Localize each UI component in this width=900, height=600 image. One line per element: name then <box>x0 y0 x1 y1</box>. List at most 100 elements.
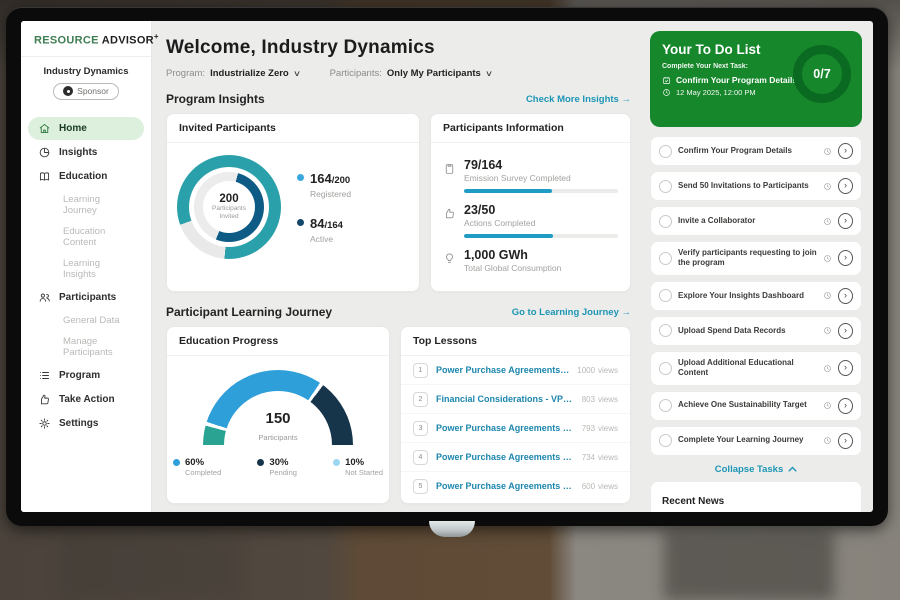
sidebar-item-manage-participants[interactable]: Manage Participants <box>63 335 113 358</box>
sidebar-item-settings[interactable]: Settings <box>28 412 144 435</box>
legend-not-started: 10% Not Started <box>333 457 383 477</box>
chevron-right-icon[interactable]: › <box>838 250 853 267</box>
logo-resource: RESOURCE <box>34 34 99 47</box>
sidebar-item-label: Participants <box>59 291 117 303</box>
lesson-link[interactable]: Power Purchase Agreements 101 <box>436 365 570 375</box>
donut-inner-ring <box>194 172 264 242</box>
task-checkbox[interactable] <box>659 144 672 158</box>
task-upload-spend-data[interactable]: Upload Spend Data Records › <box>650 315 862 346</box>
lesson-link[interactable]: Power Purchase Agreements 103 <box>436 481 574 491</box>
sidebar-item-learning-insights[interactable]: Learning Insights <box>63 257 100 280</box>
learning-journey-header: Participant Learning Journey Go to Learn… <box>166 305 631 319</box>
progress-bar <box>464 234 618 238</box>
clock-icon <box>824 437 831 444</box>
program-filter-label: Program: <box>166 68 206 79</box>
consumption-stat: 1,000 GWh Total Global Consumption <box>443 248 618 273</box>
lesson-link[interactable]: Power Purchase Agreements 101 <box>436 423 574 433</box>
task-invite-collaborator[interactable]: Invite a Collaborator › <box>650 206 862 236</box>
organization-name: Industry Dynamics <box>43 65 129 77</box>
clock-icon <box>663 89 670 96</box>
task-verify-participants[interactable]: Verify participants requesting to join t… <box>650 241 862 276</box>
task-checkbox[interactable] <box>659 179 672 193</box>
sidebar-item-label: Take Action <box>59 393 115 405</box>
chevron-right-icon[interactable]: › <box>838 397 853 414</box>
chevron-right-icon[interactable]: › <box>838 178 853 194</box>
lesson-link[interactable]: Power Purchase Agreements 102 <box>436 452 574 462</box>
sidebar-item-education-content[interactable]: Education Content <box>63 225 106 248</box>
sidebar-item-home[interactable]: Home <box>28 116 144 140</box>
task-checkbox[interactable] <box>659 289 672 303</box>
chevron-right-icon[interactable]: › <box>838 143 853 159</box>
sidebar-item-label: Settings <box>59 417 99 429</box>
clock-icon <box>824 147 831 155</box>
progress-bar-fill <box>464 189 552 193</box>
chevron-down-icon: ∨ <box>292 69 301 78</box>
legend-dot <box>333 459 341 466</box>
active-label: Active <box>310 234 334 244</box>
go-to-learning-journey-link[interactable]: Go to Learning Journey → <box>512 307 631 318</box>
participants-donut-chart: 200 Participants Invited <box>177 155 281 259</box>
sidebar-item-program[interactable]: Program <box>28 364 144 387</box>
task-checkbox[interactable] <box>659 324 672 338</box>
lesson-link[interactable]: Financial Considerations - VPPAs <box>436 394 574 404</box>
legend-dot <box>173 459 180 466</box>
logo-plus: + <box>153 32 159 41</box>
task-upload-educational-content[interactable]: Upload Additional Educational Content › <box>650 350 862 386</box>
gauge-legend: 60% Completed 30% Pending 10% Not Started <box>167 445 389 481</box>
chevron-right-icon[interactable]: › <box>838 360 853 377</box>
sidebar-item-general-data[interactable]: General Data <box>63 314 120 326</box>
chevron-up-icon <box>788 466 797 472</box>
views-suffix: views <box>597 482 618 491</box>
home-icon <box>39 123 50 133</box>
legend-label: Completed <box>185 468 222 477</box>
chevron-right-icon[interactable]: › <box>838 432 853 449</box>
users-icon <box>39 293 50 302</box>
chevron-right-icon[interactable]: › <box>838 322 853 339</box>
clock-icon <box>824 182 831 190</box>
task-confirm-program-details[interactable]: Confirm Your Program Details › <box>650 136 862 166</box>
card-title: Invited Participants <box>167 114 419 143</box>
task-send-invitations[interactable]: Send 50 Invitations to Participants › <box>650 171 862 201</box>
card-title: Participants Information <box>431 114 630 143</box>
background-blur-shape <box>664 530 834 600</box>
views-suffix: views <box>597 366 618 375</box>
sidebar-item-take-action[interactable]: Take Action <box>28 388 144 411</box>
arrow-right-icon: → <box>621 93 632 105</box>
journey-cards-row: Education Progress 150 Participants <box>166 326 631 504</box>
emission-survey-stat: 79/164 Emission Survey Completed <box>443 158 618 193</box>
collapse-label: Collapse Tasks <box>714 463 784 475</box>
actions-completed-stat: 23/50 Actions Completed <box>443 203 618 238</box>
todo-column: Your To Do List Complete Your Next Task:… <box>645 21 873 512</box>
registered-total: /200 <box>331 175 351 186</box>
task-label: Verify participants requesting to join t… <box>678 248 817 268</box>
sidebar-item-learning-journey[interactable]: Learning Journey <box>63 193 100 216</box>
collapse-tasks-link[interactable]: Collapse Tasks <box>650 464 862 475</box>
sidebar-item-education[interactable]: Education <box>28 165 144 188</box>
task-label: Upload Additional Educational Content <box>678 357 794 378</box>
sidebar-item-participants[interactable]: Participants <box>28 286 144 309</box>
task-checkbox[interactable] <box>659 399 672 413</box>
invited-donut-area: 200 Participants Invited 164/200 Registe… <box>167 143 419 271</box>
task-achieve-sustainability-target[interactable]: Achieve One Sustainability Target › <box>650 390 862 421</box>
active-total: /164 <box>324 220 343 231</box>
monitor-stand <box>429 521 475 537</box>
views-count: 793 <box>581 424 596 433</box>
task-checkbox[interactable] <box>659 434 672 448</box>
participants-filter[interactable]: Participants: Only My Participants ∨ <box>330 68 493 79</box>
task-explore-insights[interactable]: Explore Your Insights Dashboard › <box>650 280 862 311</box>
task-checkbox[interactable] <box>659 251 672 265</box>
task-complete-learning-journey[interactable]: Complete Your Learning Journey › <box>650 425 862 456</box>
sponsor-badge-icon <box>63 86 74 97</box>
check-more-insights-link[interactable]: Check More Insights → <box>526 94 631 105</box>
sponsor-badge[interactable]: Sponsor <box>53 82 119 100</box>
chevron-right-icon[interactable]: › <box>838 213 853 229</box>
task-checkbox[interactable] <box>659 361 672 375</box>
arrow-right-icon: → <box>621 306 632 318</box>
task-checkbox[interactable] <box>659 214 672 228</box>
todo-counter: 0/7 <box>813 67 831 81</box>
program-insights-header: Program Insights Check More Insights → <box>166 92 631 106</box>
chevron-right-icon[interactable]: › <box>838 287 853 304</box>
sidebar-item-insights[interactable]: Insights <box>28 141 144 164</box>
program-filter[interactable]: Program: Industrialize Zero ∨ <box>166 68 301 79</box>
task-label: Invite a Collaborator <box>678 215 756 225</box>
